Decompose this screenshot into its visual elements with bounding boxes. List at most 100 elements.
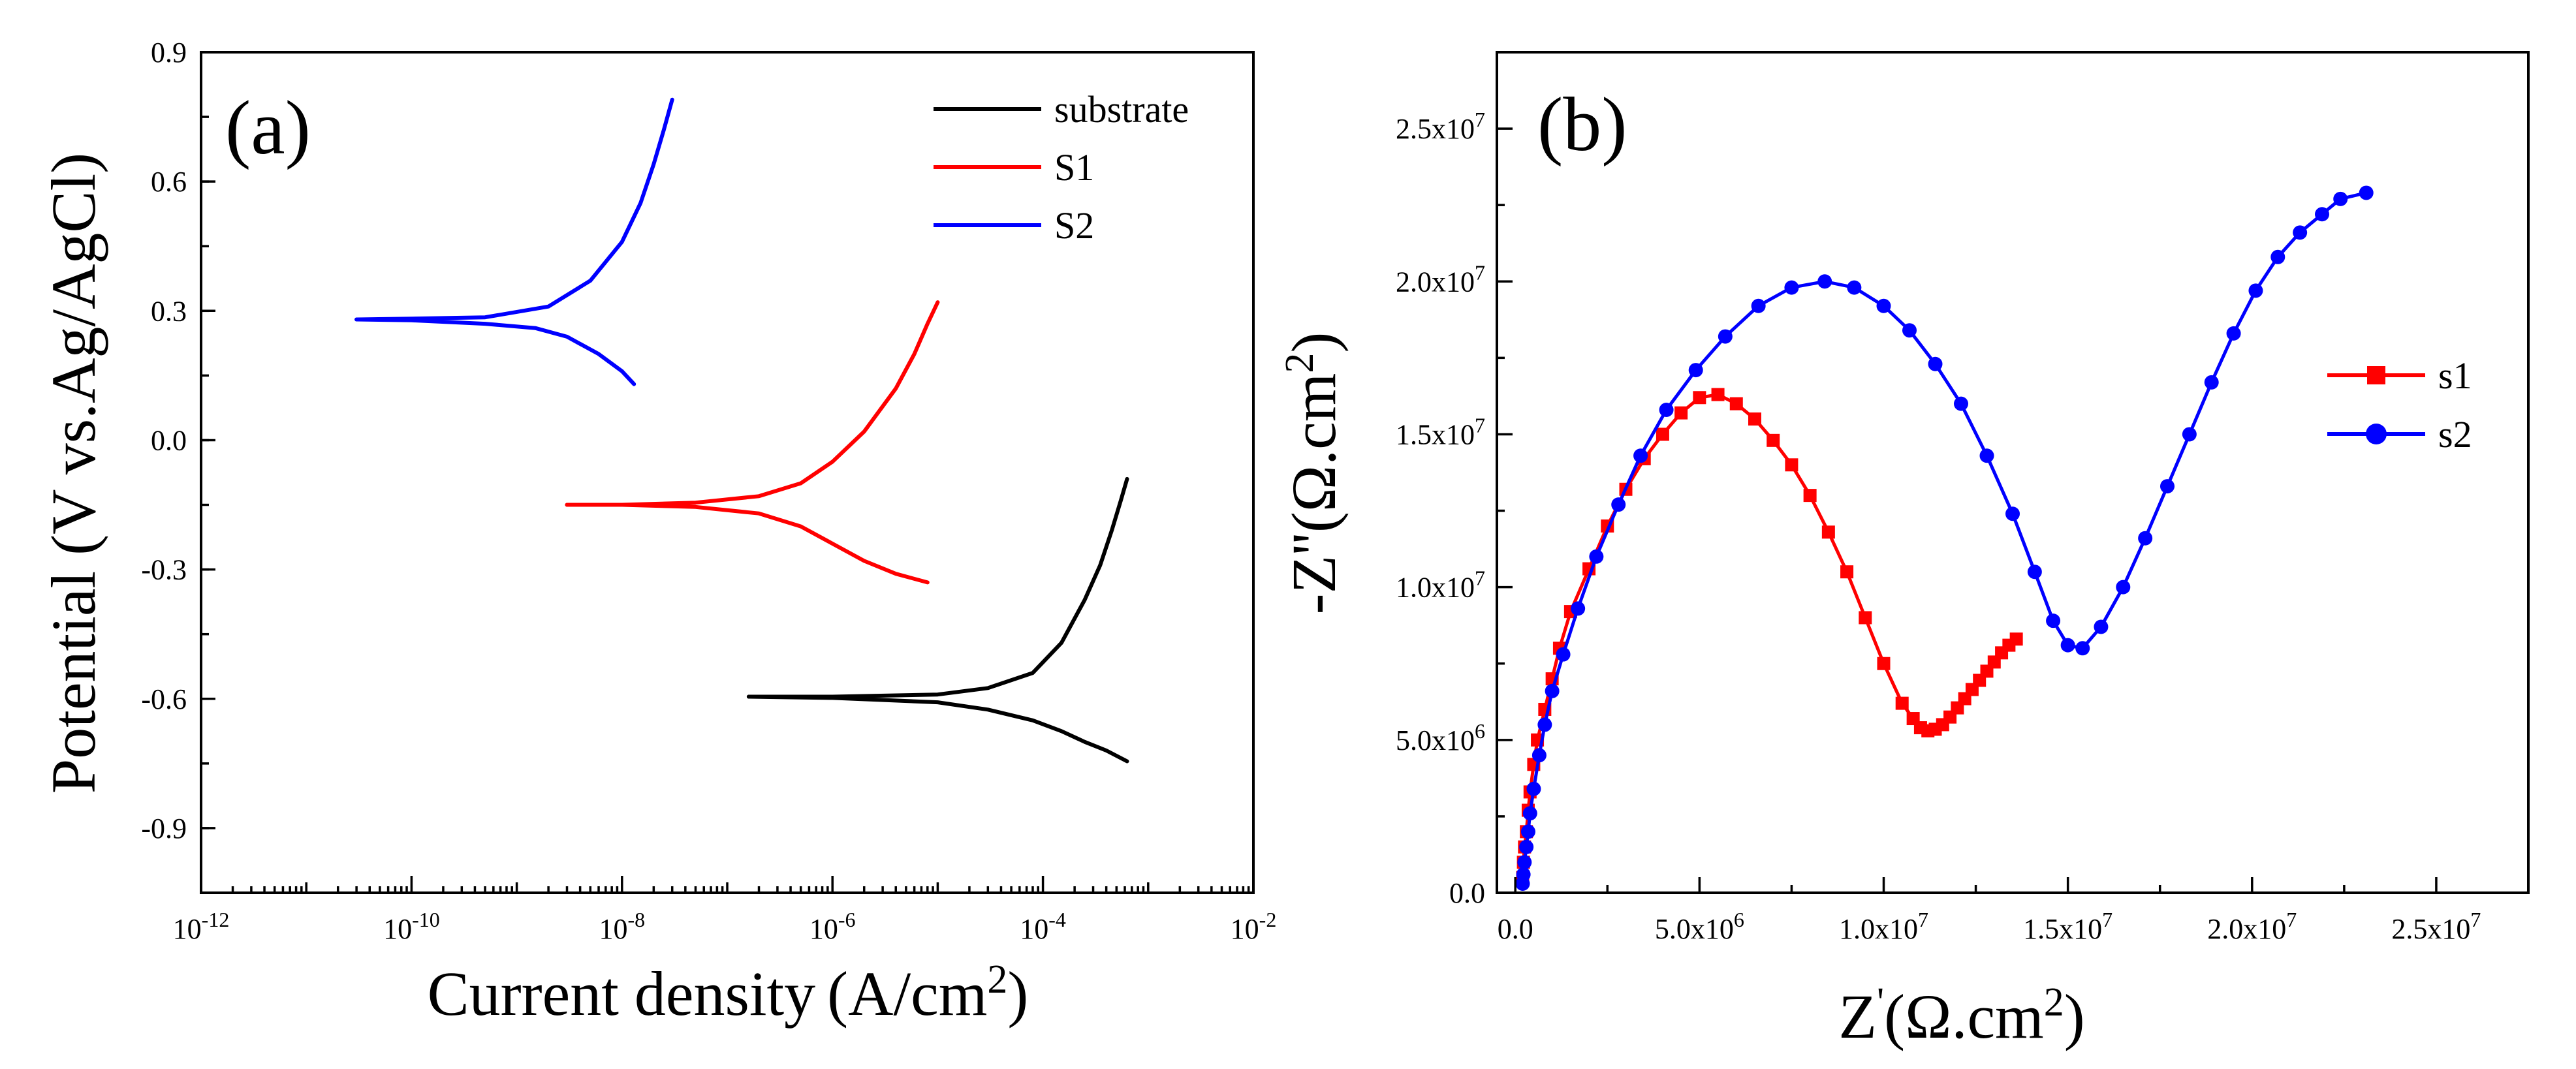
panel-a-label: (a) (225, 85, 311, 170)
series-s1-point (1767, 433, 1780, 447)
x-title-prime: ' (1877, 980, 1884, 1025)
series-s2-point (2027, 565, 2042, 580)
x-title-z: Z (1838, 982, 1877, 1051)
series-s1-branch-anodic (565, 300, 940, 507)
series-s2-point (1531, 748, 1547, 763)
x-tick-label: 10-10 (383, 908, 440, 945)
legend-marker-s2 (2366, 424, 2387, 444)
series-s1-point (1785, 458, 1798, 472)
series-s2-point (2116, 580, 2131, 595)
series-s1-point (1711, 388, 1725, 401)
x-tick-label: 10-2 (1231, 908, 1277, 945)
series-s2-point (1751, 298, 1766, 313)
panel-b-nyquist-plot: 0.0 5.0x106 1.0x107 1.5x107 2.0x107 2.5x107 0.… (1278, 51, 2530, 1051)
series-s2-point (1556, 647, 1571, 662)
series-s2-point (1659, 402, 1674, 417)
legend-marker-s1 (2367, 366, 2385, 384)
series-s2-point (2046, 613, 2061, 628)
legend-label-s1: S1 (1054, 146, 1094, 189)
series-s2-point (2293, 225, 2308, 240)
series-s2-point (1545, 683, 1560, 698)
series-s2-point (1589, 549, 1604, 564)
panel-b-y-axis-title: -Z''(Ω.cm2) (1278, 332, 1349, 615)
series-s2-line (1521, 191, 2367, 884)
legend-label-s2: S2 (1054, 204, 1094, 247)
x-title-sup: 2 (2044, 980, 2064, 1025)
panel-a-y-axis-title: Potential (V vs.Ag/AgCl) (39, 153, 108, 794)
panel-b-plot-area (1515, 185, 2374, 891)
y-tick-label: 0.9 (151, 37, 187, 69)
legend-label-s1: s1 (2438, 354, 2472, 397)
series-substrate-branch-anodic (746, 476, 1129, 699)
series-s2-point (1979, 448, 1994, 463)
x-title-close: ) (2064, 982, 2085, 1051)
series-s1-point (1748, 412, 1761, 426)
x-title-unit: (A/cm (827, 959, 987, 1029)
y-tick-label: 2.0x107 (1396, 260, 1485, 298)
series-s2-point (1537, 717, 1552, 732)
series-s1 (1516, 388, 2023, 884)
x-tick-label: 0.0 (1498, 913, 1533, 945)
series-s1-point (1821, 525, 1835, 539)
x-tick-label: 1.5x107 (2023, 908, 2113, 945)
series-s2-branch-cathodic (354, 317, 636, 386)
series-s2-point (2204, 375, 2219, 390)
series-s2-point (1520, 824, 1535, 839)
series-s2-point (2359, 185, 2374, 200)
series-s2-point (1526, 781, 1541, 796)
series-s1-point (1895, 696, 1909, 710)
x-title-main: Current density (428, 959, 816, 1029)
series-s2-point (1688, 363, 1703, 378)
y-tick-label: 2.5x107 (1396, 108, 1485, 145)
x-tick-label: 1.0x107 (1839, 908, 1928, 945)
series-s1-point (1693, 391, 1706, 405)
x-title-sup: 2 (987, 957, 1007, 1002)
y-title-close: ) (1279, 332, 1349, 353)
y-tick-label: 0.0 (151, 424, 187, 456)
series-s1-point (1729, 397, 1743, 411)
legend-label-substrate: substrate (1054, 88, 1189, 131)
series-s1-point (1877, 657, 1891, 670)
series-s1-point (2009, 632, 2023, 646)
series-s2-point (1611, 497, 1626, 512)
series-s2-point (1718, 329, 1733, 344)
series-s2-point (1876, 298, 1891, 313)
x-tick-label: 10-8 (599, 908, 645, 945)
series-s2-branch-anodic (354, 97, 674, 322)
panel-a-legend: substrate S1 S2 (934, 88, 1189, 247)
panel-b-label: (b) (1537, 82, 1627, 167)
y-tick-label: 1.0x107 (1396, 566, 1485, 604)
series-s2-point (2270, 249, 2285, 264)
series-s2 (1515, 185, 2374, 891)
panel-a-polarization-plot: 10-12 10-10 10-8 10-6 10-4 10-2 0.9 0.6 0.3 0.0 -0… (39, 37, 1276, 1029)
series-s2-point (2094, 619, 2109, 634)
y-tick-label: 0.6 (151, 166, 187, 198)
series-s2-point (1928, 356, 1943, 371)
x-title-close: ) (1007, 959, 1028, 1029)
legend-label-s2: s2 (2438, 413, 2472, 456)
y-tick-label: 0.0 (1449, 877, 1485, 909)
x-tick-label: 5.0x106 (1655, 908, 1744, 945)
panel-a-axes-frame (200, 51, 1255, 894)
series-s2-point (2005, 506, 2020, 521)
y-title-sup: 2 (1278, 353, 1322, 373)
y-title-main: -Z''(Ω.cm (1279, 373, 1349, 615)
series-s2-point (2226, 326, 2241, 341)
series-s2-point (1519, 839, 1534, 854)
series-s2-point (1517, 855, 1532, 870)
series-s2-point (2075, 641, 2090, 656)
y-tick-label: -0.9 (141, 813, 187, 844)
series-s1-point (1674, 406, 1688, 420)
y-tick-label: -0.3 (141, 554, 187, 586)
panel-a-x-axis-title: Current density (A/cm2) (428, 957, 1029, 1029)
panel-b-ticks: 0.0 5.0x106 1.0x107 1.5x107 2.0x107 2.5x107 0.… (1396, 108, 2481, 945)
series-s2-point (1954, 396, 1968, 411)
series-s2-point (1522, 806, 1537, 821)
series-s2-point (1817, 274, 1832, 289)
series-s2-point (2060, 638, 2075, 653)
x-tick-label: 2.5x107 (2391, 908, 2481, 945)
series-s1-line (1521, 393, 2018, 878)
y-tick-label: 1.5x107 (1396, 413, 1485, 450)
series-s2-point (1633, 448, 1648, 463)
